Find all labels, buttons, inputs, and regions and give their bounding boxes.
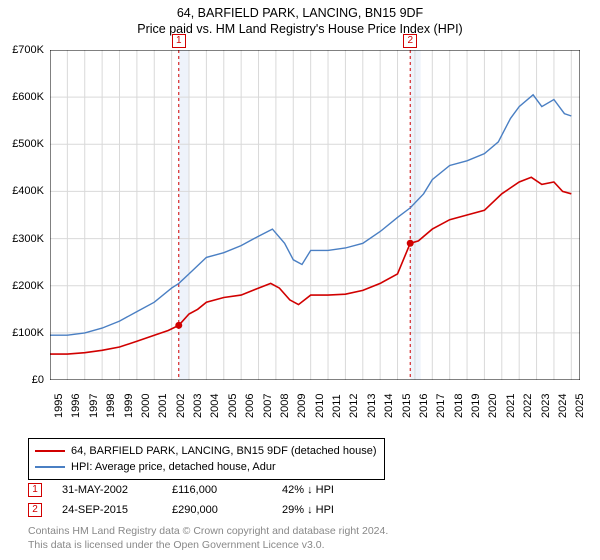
sales-marker-icon: 2	[28, 503, 42, 517]
x-tick-label: 2005	[227, 394, 239, 418]
y-tick-label: £400K	[12, 185, 44, 197]
sales-pct: 29% ↓ HPI	[282, 504, 392, 516]
sales-row: 224-SEP-2015£290,00029% ↓ HPI	[28, 500, 392, 520]
y-tick-label: £700K	[12, 44, 44, 56]
sales-date: 24-SEP-2015	[42, 504, 172, 516]
shade-band	[179, 50, 189, 380]
x-tick-label: 2010	[314, 394, 326, 418]
x-tick-label: 2021	[505, 394, 517, 418]
plot-border	[50, 50, 580, 380]
x-tick-label: 2004	[209, 394, 221, 418]
sale-point-dot	[407, 240, 414, 247]
x-tick-label: 2002	[175, 394, 187, 418]
x-tick-label: 2017	[435, 394, 447, 418]
y-tick-label: £0	[32, 374, 44, 386]
sales-price: £290,000	[172, 504, 282, 516]
footer-line2: This data is licensed under the Open Gov…	[28, 538, 388, 552]
y-tick-label: £300K	[12, 233, 44, 245]
y-tick-label: £100K	[12, 327, 44, 339]
x-tick-label: 2025	[574, 394, 586, 418]
marker-label: 2	[403, 34, 417, 48]
chart-title-line1: 64, BARFIELD PARK, LANCING, BN15 9DF	[0, 6, 600, 20]
sales-marker-icon: 1	[28, 483, 42, 497]
legend-box: 64, BARFIELD PARK, LANCING, BN15 9DF (de…	[28, 438, 385, 480]
sales-date: 31-MAY-2002	[42, 484, 172, 496]
title-block: 64, BARFIELD PARK, LANCING, BN15 9DF Pri…	[0, 0, 600, 36]
y-tick-label: £600K	[12, 91, 44, 103]
footer-line1: Contains HM Land Registry data © Crown c…	[28, 524, 388, 538]
x-tick-label: 1996	[70, 394, 82, 418]
y-tick-label: £500K	[12, 138, 44, 150]
shade-band	[410, 50, 420, 380]
x-tick-label: 2023	[540, 394, 552, 418]
legend-label-series1: 64, BARFIELD PARK, LANCING, BN15 9DF (de…	[71, 445, 376, 457]
chart-svg	[50, 50, 580, 380]
x-tick-label: 2003	[192, 394, 204, 418]
x-tick-label: 1997	[88, 394, 100, 418]
x-tick-label: 2008	[279, 394, 291, 418]
x-tick-label: 2012	[348, 394, 360, 418]
x-tick-label: 2018	[453, 394, 465, 418]
y-tick-label: £200K	[12, 280, 44, 292]
x-tick-label: 2006	[244, 394, 256, 418]
x-tick-label: 1998	[105, 394, 117, 418]
x-tick-label: 2022	[522, 394, 534, 418]
marker-label: 1	[172, 34, 186, 48]
legend-row-series1: 64, BARFIELD PARK, LANCING, BN15 9DF (de…	[35, 443, 376, 459]
sales-row: 131-MAY-2002£116,00042% ↓ HPI	[28, 480, 392, 500]
x-tick-label: 2024	[557, 394, 569, 418]
x-tick-label: 1995	[53, 394, 65, 418]
chart-plot-area: 12	[50, 50, 580, 380]
legend-label-series2: HPI: Average price, detached house, Adur	[71, 461, 276, 473]
x-tick-label: 2011	[331, 394, 343, 418]
sale-point-dot	[175, 322, 182, 329]
x-tick-label: 2013	[366, 394, 378, 418]
y-axis-ticks: £0£100K£200K£300K£400K£500K£600K£700K	[0, 50, 48, 380]
x-tick-label: 2015	[401, 394, 413, 418]
sales-table: 131-MAY-2002£116,00042% ↓ HPI224-SEP-201…	[28, 480, 392, 520]
x-tick-label: 2014	[383, 394, 395, 418]
x-axis-ticks: 1995 1996 1997 1998 1999 2000 2001 2002 2003 2004…	[50, 380, 580, 435]
chart-container: 64, BARFIELD PARK, LANCING, BN15 9DF Pri…	[0, 0, 600, 560]
legend-swatch-series2	[35, 466, 65, 468]
x-tick-label: 2000	[140, 394, 152, 418]
x-tick-label: 2019	[470, 394, 482, 418]
sales-pct: 42% ↓ HPI	[282, 484, 392, 496]
x-tick-label: 2007	[262, 394, 274, 418]
x-tick-label: 1999	[123, 394, 135, 418]
chart-title-line2: Price paid vs. HM Land Registry's House …	[0, 22, 600, 36]
x-tick-label: 2016	[418, 394, 430, 418]
sales-price: £116,000	[172, 484, 282, 496]
x-tick-label: 2009	[296, 394, 308, 418]
legend-swatch-series1	[35, 450, 65, 452]
x-tick-label: 2020	[487, 394, 499, 418]
footer-attribution: Contains HM Land Registry data © Crown c…	[28, 524, 388, 552]
legend-row-series2: HPI: Average price, detached house, Adur	[35, 459, 376, 475]
x-tick-label: 2001	[157, 394, 169, 418]
